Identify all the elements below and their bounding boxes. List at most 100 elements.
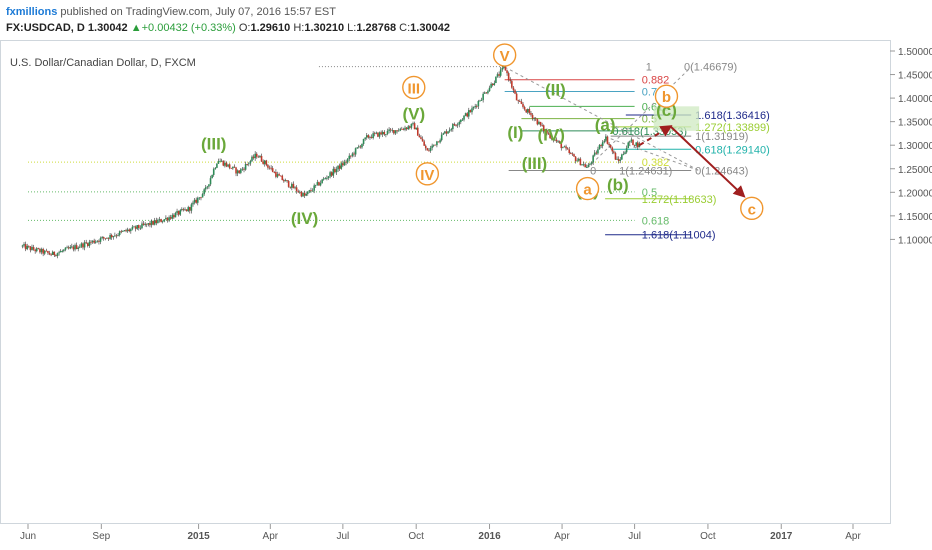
- candle-body: [507, 73, 510, 80]
- candle-body: [50, 254, 52, 256]
- time-tick-label: Jul: [628, 531, 641, 542]
- time-tick-label: Oct: [700, 531, 716, 542]
- candle-body: [59, 251, 62, 253]
- candle-body: [203, 189, 205, 195]
- candle-body: [330, 172, 333, 176]
- candle-body: [24, 244, 27, 250]
- candle-body: [432, 144, 435, 146]
- price-chart[interactable]: U.S. Dollar/Canadian Dollar, D, FXCM 10.…: [0, 40, 932, 550]
- candle-body: [630, 139, 633, 142]
- candle-body: [136, 225, 139, 229]
- candle-body: [386, 130, 389, 135]
- ohlc-close-value: 1.30042: [410, 22, 450, 34]
- candle-body: [424, 145, 427, 149]
- candle-body: [407, 126, 410, 130]
- candle-body: [428, 150, 430, 152]
- candle-body: [517, 100, 520, 102]
- candle-body: [263, 160, 266, 164]
- candle-body: [112, 236, 115, 238]
- candle-body: [616, 158, 618, 160]
- candle-body: [460, 119, 462, 123]
- candle-body: [71, 246, 73, 248]
- candle-body: [58, 252, 60, 254]
- candle-body: [570, 153, 572, 154]
- candle-body: [585, 166, 588, 168]
- ohlc-high-key: H:: [293, 22, 305, 34]
- candle-body: [198, 197, 201, 199]
- candle-body: [613, 151, 615, 153]
- price-axis: 1.50000 1.45000 1.40000 1.35000 1.30000 1.250…: [890, 47, 932, 246]
- price-change: +0.00432 (+0.33%): [141, 22, 236, 34]
- candle-body: [96, 240, 99, 242]
- candle-body: [397, 130, 400, 132]
- candle-body: [611, 147, 614, 152]
- symbol-label: FX:USDCAD, D: [6, 22, 85, 34]
- time-tick-label: Apr: [554, 531, 570, 542]
- candle-body: [131, 226, 134, 230]
- candle-body: [479, 100, 481, 102]
- candle-body: [528, 108, 531, 114]
- candle-body: [482, 93, 484, 100]
- fib-level-label: 1: [646, 62, 652, 74]
- candle-body: [86, 243, 89, 246]
- price-tick-label: 1.10000: [898, 235, 932, 246]
- candle-body: [348, 155, 351, 160]
- candle-body: [526, 108, 529, 113]
- fib-level-label: 1.618(1.36416): [695, 110, 770, 122]
- candle-body: [306, 191, 309, 194]
- fib-level-label: 0(1.24643): [695, 165, 748, 177]
- candle-body: [388, 129, 390, 131]
- candle-body: [359, 146, 362, 148]
- candle-body: [295, 187, 298, 192]
- ohlc-low-key: L:: [347, 22, 357, 34]
- candle-body: [565, 146, 567, 149]
- candle-body: [196, 197, 199, 203]
- trend-line: [587, 66, 692, 169]
- price-tick-label: 1.40000: [898, 94, 932, 105]
- candle-body: [284, 180, 287, 182]
- candle-body: [83, 242, 86, 248]
- candle-body: [638, 143, 641, 148]
- candle-body: [625, 148, 628, 153]
- candle-body: [351, 153, 354, 157]
- publisher-link[interactable]: fxmillions: [6, 6, 58, 18]
- ohlc-line: FX:USDCAD, D 1.30042 ▲+0.00432 (+0.33%) …: [6, 22, 450, 34]
- forecast: [638, 125, 746, 198]
- candle-body: [302, 192, 304, 197]
- candle-body: [385, 134, 387, 135]
- candle-body: [405, 127, 408, 130]
- candle-body: [163, 219, 166, 222]
- candle-body: [495, 76, 497, 84]
- candle-body: [268, 167, 271, 169]
- candle-body: [227, 164, 229, 167]
- candle-body: [144, 223, 146, 225]
- wave-label: (IV): [538, 126, 565, 145]
- candle-body: [601, 142, 604, 146]
- candle-body: [66, 247, 68, 249]
- candle-body: [222, 160, 225, 166]
- candle-body: [273, 171, 276, 173]
- candle-body: [365, 135, 368, 138]
- candle-body: [557, 141, 559, 143]
- candle-body: [490, 83, 492, 88]
- candle-body: [278, 174, 280, 176]
- fib-level-label: 1(1.31919): [695, 131, 748, 143]
- candle-body: [512, 87, 515, 91]
- candle-body: [338, 165, 341, 169]
- candle-body: [35, 248, 38, 252]
- candle-body: [380, 132, 382, 135]
- candle-body: [609, 145, 612, 148]
- candle-body: [373, 133, 376, 135]
- candle-body: [603, 140, 606, 143]
- candle-body: [632, 139, 634, 146]
- candle-body: [619, 159, 622, 161]
- candle-body: [247, 163, 250, 165]
- candle-body: [581, 164, 583, 166]
- candle-body: [275, 171, 277, 177]
- ohlc-high-value: 1.30210: [304, 22, 345, 34]
- candle-body: [404, 127, 406, 130]
- candle-body: [369, 136, 371, 138]
- candle-body: [413, 123, 416, 130]
- candle-body: [554, 139, 556, 141]
- candle-body: [219, 160, 221, 162]
